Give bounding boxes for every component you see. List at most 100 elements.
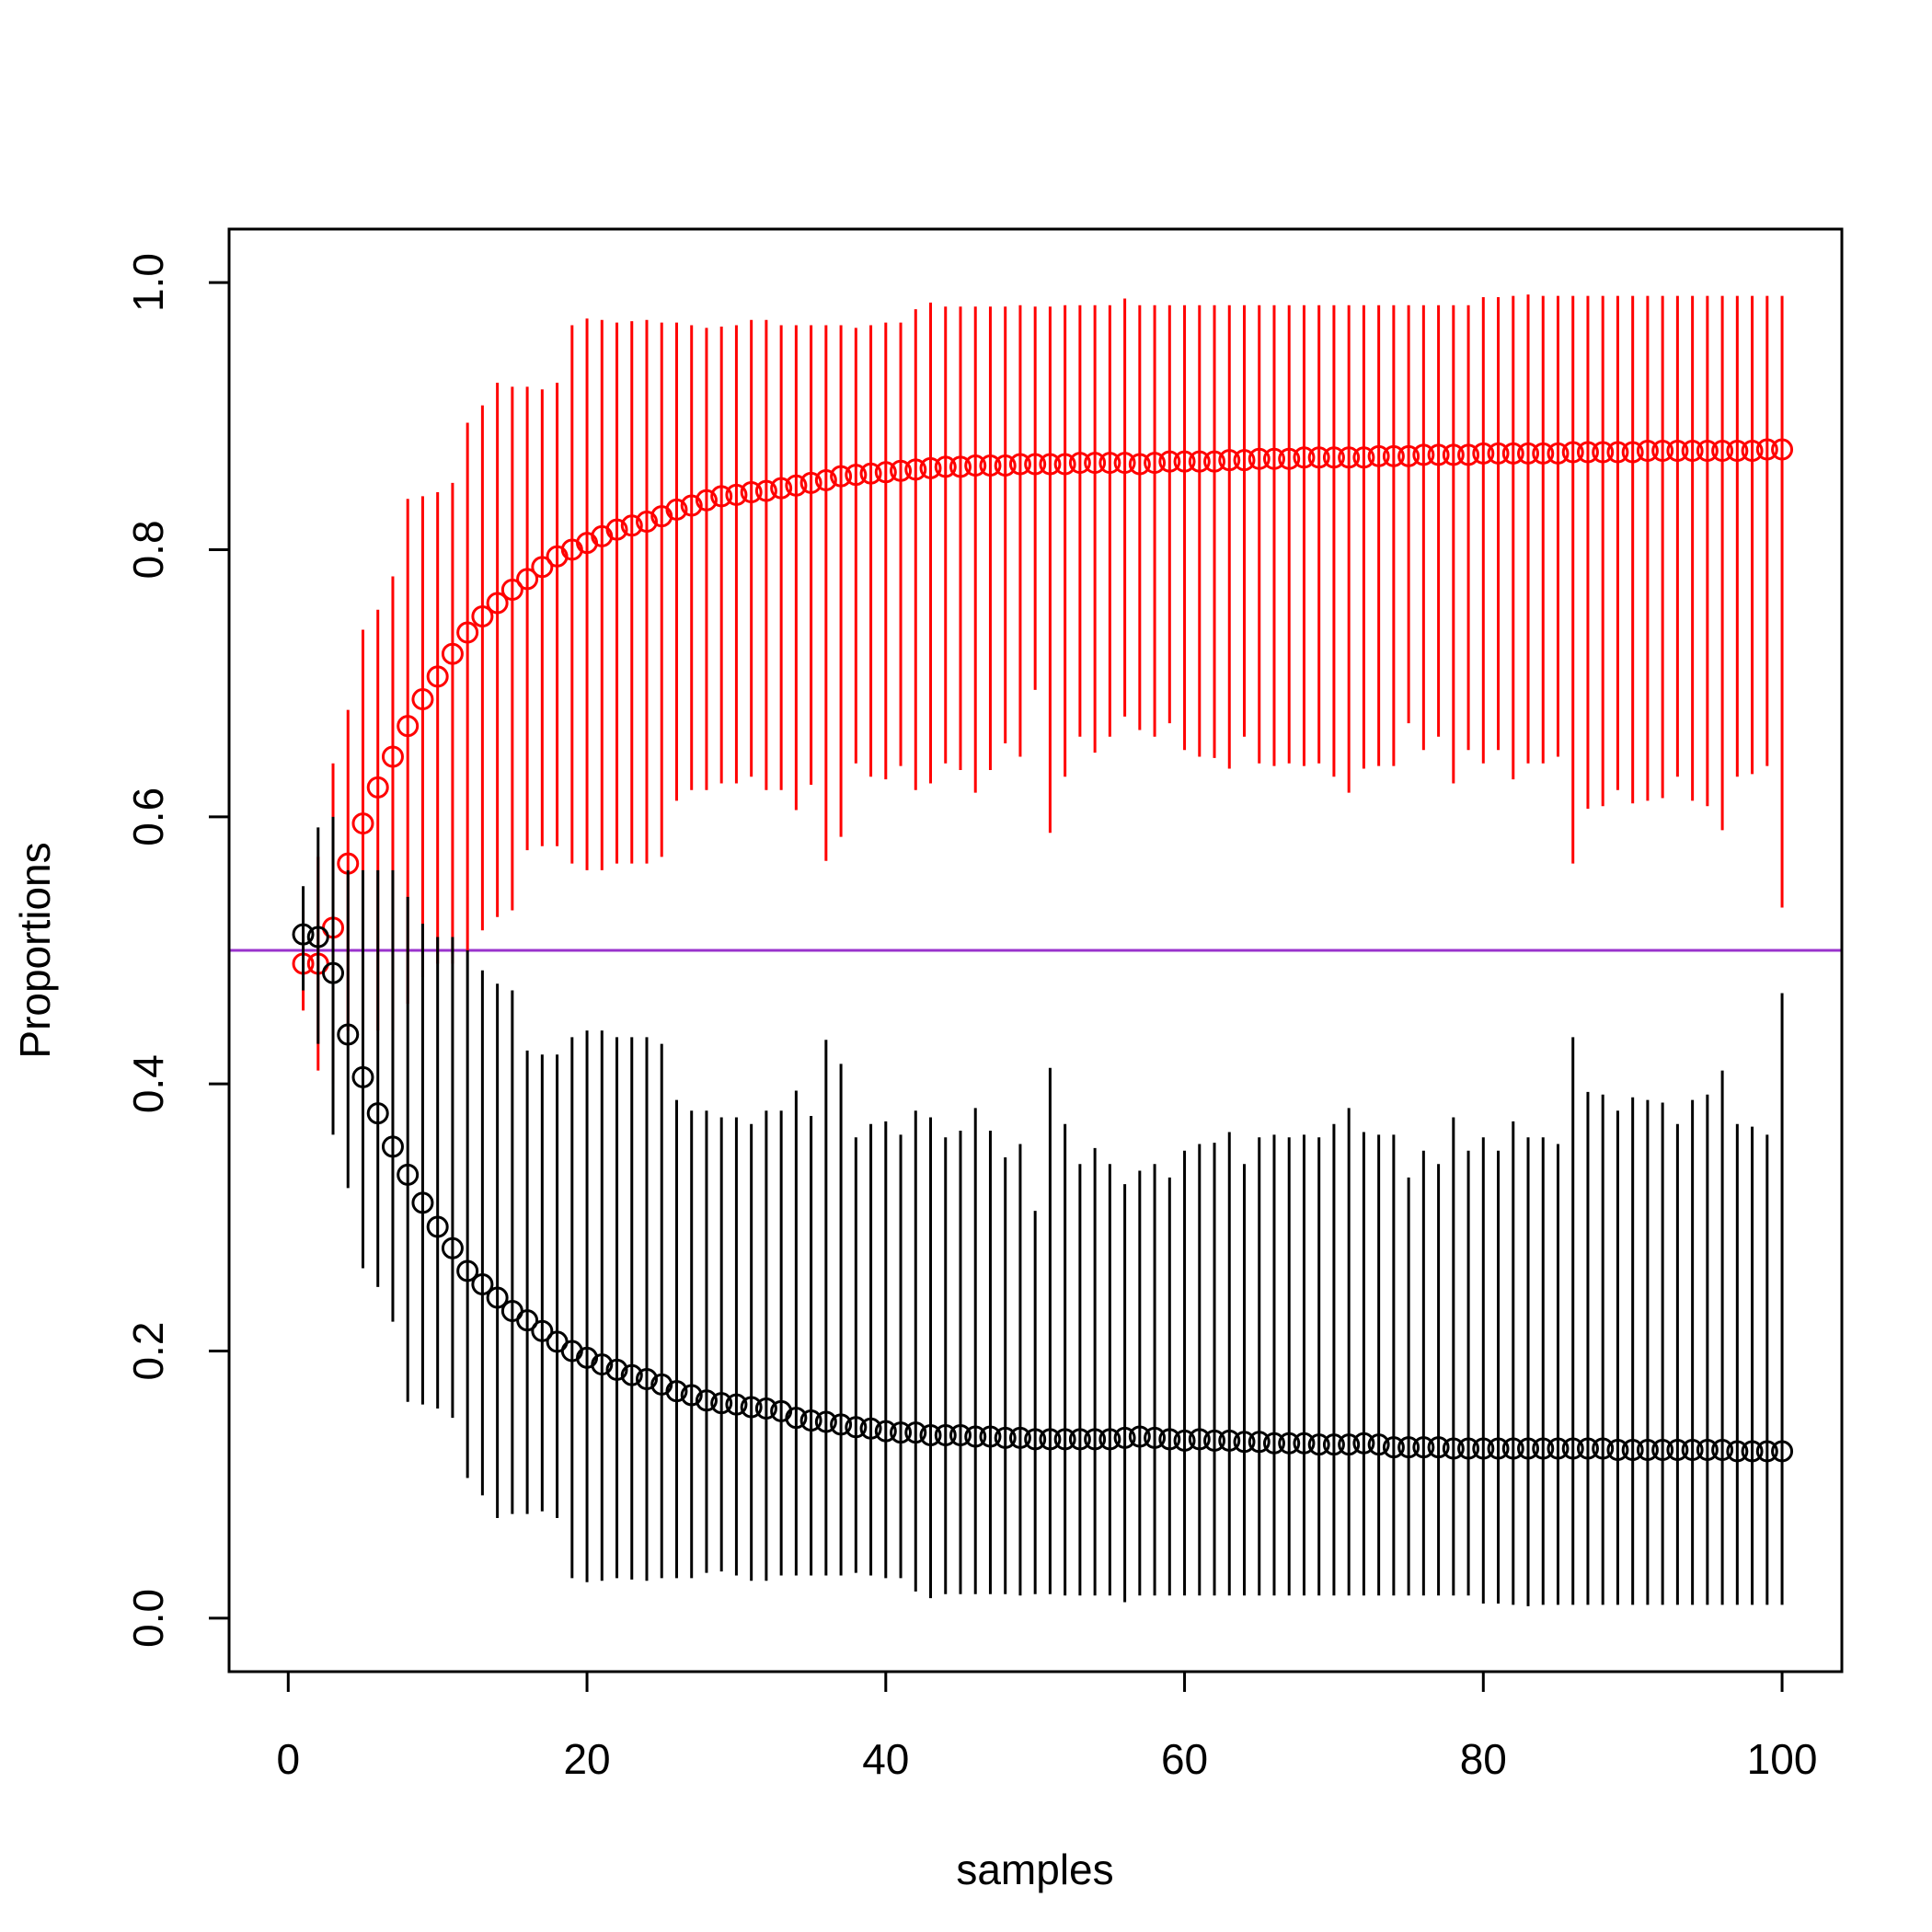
data-point — [1711, 1438, 1734, 1461]
data-point — [322, 961, 345, 984]
data-point — [1741, 1440, 1764, 1463]
y-tick-label: 0.6 — [124, 788, 172, 846]
data-point — [1158, 1428, 1181, 1451]
data-point — [306, 926, 329, 949]
data-point — [1203, 1429, 1226, 1452]
data-point — [1144, 452, 1167, 475]
data-point — [695, 489, 718, 512]
data-point — [1651, 1438, 1674, 1461]
data-point — [1262, 447, 1285, 470]
data-point — [1696, 1438, 1719, 1461]
data-point — [1307, 446, 1330, 469]
series-0 — [292, 294, 1794, 1085]
data-point — [1098, 1428, 1121, 1451]
data-point — [799, 1409, 822, 1432]
data-point — [1113, 452, 1136, 475]
data-point — [1382, 444, 1405, 467]
data-point — [1427, 1436, 1450, 1459]
data-point — [1128, 453, 1151, 476]
data-point — [292, 923, 315, 946]
data-point — [1024, 1428, 1047, 1451]
data-point — [1517, 442, 1540, 465]
data-point — [1053, 453, 1076, 476]
data-point — [979, 454, 1002, 477]
data-point — [471, 1272, 494, 1295]
data-point — [1547, 442, 1570, 465]
data-point — [1681, 440, 1704, 463]
data-point — [1039, 1428, 1062, 1451]
data-point — [456, 621, 479, 644]
data-point — [994, 454, 1017, 477]
data-point — [1711, 440, 1734, 463]
data-point — [814, 468, 837, 491]
data-point — [740, 1396, 763, 1419]
data-point — [1248, 447, 1271, 470]
data-point — [1024, 453, 1047, 476]
data-point — [1008, 1426, 1031, 1449]
data-point — [1442, 443, 1465, 466]
data-point — [890, 459, 913, 482]
y-tick-label: 1.0 — [124, 253, 172, 312]
data-point — [770, 477, 793, 500]
data-point — [934, 455, 957, 478]
data-point — [636, 510, 659, 533]
data-point — [1472, 1437, 1495, 1460]
data-point — [919, 456, 942, 479]
data-point — [1636, 1438, 1659, 1461]
data-point — [695, 1389, 718, 1412]
data-point — [1501, 1437, 1524, 1460]
data-point — [1592, 441, 1615, 464]
data-point — [1173, 1429, 1196, 1452]
data-point — [1501, 442, 1524, 465]
data-point — [1367, 1433, 1390, 1456]
data-point — [1427, 443, 1450, 466]
data-point — [814, 1410, 837, 1433]
data-point — [710, 485, 733, 508]
data-point — [934, 1424, 957, 1447]
data-point — [1606, 1438, 1629, 1461]
data-point — [845, 464, 868, 487]
data-point — [1412, 1436, 1435, 1459]
data-point — [426, 1215, 449, 1238]
data-point — [785, 474, 808, 497]
data-point — [1397, 1436, 1420, 1459]
data-point — [1755, 1440, 1778, 1463]
data-point — [890, 1421, 913, 1444]
data-point — [949, 455, 972, 478]
data-point — [1457, 443, 1480, 466]
data-point — [1442, 1437, 1465, 1460]
data-point — [874, 461, 897, 484]
data-point — [1592, 1437, 1615, 1460]
data-point — [366, 776, 389, 799]
data-point — [516, 568, 539, 591]
data-point — [1188, 1428, 1211, 1451]
data-point — [1218, 449, 1241, 472]
data-point — [1262, 1432, 1285, 1455]
data-point — [830, 1413, 853, 1436]
data-point — [426, 665, 449, 688]
data-point — [1517, 1437, 1540, 1460]
data-point — [919, 1424, 942, 1447]
data-point — [1771, 438, 1794, 461]
series-1 — [292, 816, 1794, 1606]
data-point — [1053, 1428, 1076, 1451]
data-point — [411, 1191, 434, 1214]
data-point — [1322, 1433, 1345, 1456]
data-point — [1068, 452, 1091, 475]
data-point — [1278, 447, 1301, 470]
data-point — [1576, 1437, 1599, 1460]
data-point — [1084, 452, 1107, 475]
data-point — [874, 1420, 897, 1443]
data-point — [1248, 1431, 1271, 1454]
data-point — [1382, 1436, 1405, 1459]
data-point — [1741, 440, 1764, 463]
data-point — [754, 1397, 777, 1420]
data-point — [1338, 446, 1361, 469]
data-point — [351, 812, 374, 835]
data-point — [1397, 444, 1420, 467]
data-point — [830, 465, 853, 488]
y-tick-label: 0.2 — [124, 1322, 172, 1381]
data-point — [1188, 450, 1211, 473]
data-point — [441, 1236, 464, 1259]
